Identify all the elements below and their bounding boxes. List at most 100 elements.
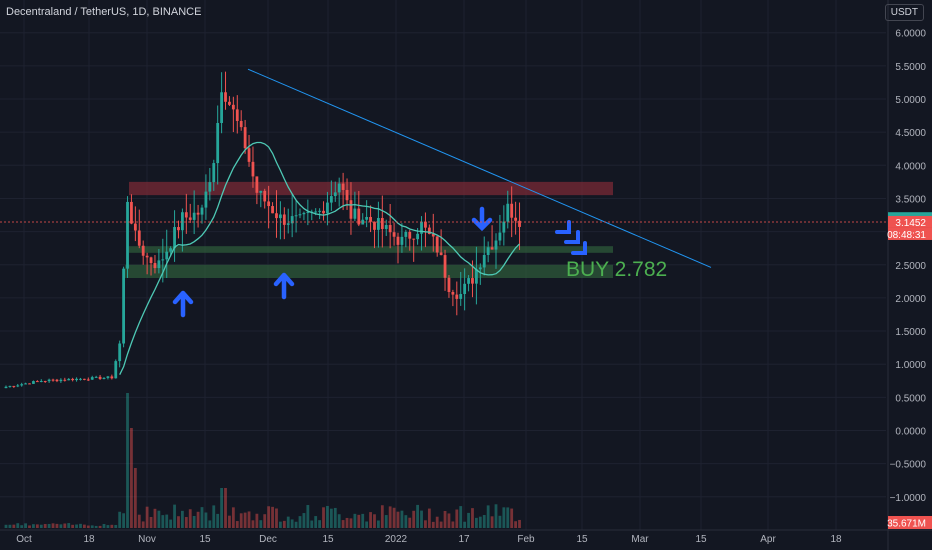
volume-bar xyxy=(353,513,357,528)
candle-body xyxy=(361,219,365,225)
volume-bar xyxy=(184,517,188,528)
volume-bar xyxy=(165,514,169,528)
volume-bar xyxy=(126,393,129,528)
candle-body xyxy=(16,385,20,387)
candle-body xyxy=(400,236,404,245)
volume-bar xyxy=(177,516,180,528)
volume-bar xyxy=(459,506,463,528)
candle-body xyxy=(298,214,302,216)
x-tick-label: 15 xyxy=(576,534,588,545)
volume-bar xyxy=(94,525,98,528)
volume-bar xyxy=(361,513,365,528)
volume-bar xyxy=(67,523,71,528)
volume-bar xyxy=(133,468,137,528)
x-tick-label: Nov xyxy=(138,534,156,545)
volume-bar xyxy=(16,523,20,528)
candle-body xyxy=(279,214,282,219)
y-axis-panel xyxy=(888,0,932,550)
candle-body xyxy=(263,190,267,202)
volume-bar xyxy=(443,511,447,528)
candle-body xyxy=(306,211,310,213)
candle-body xyxy=(184,212,188,218)
candle-body xyxy=(28,383,31,385)
volume-bar xyxy=(482,515,486,528)
candle-body xyxy=(447,277,451,293)
candle-body xyxy=(243,127,247,149)
buy-annotation: BUY 2.782 xyxy=(566,258,667,281)
y-tick-label: 5.5000 xyxy=(895,62,926,73)
volume-bar xyxy=(161,515,165,528)
countdown-tag-bg xyxy=(888,227,932,240)
volume-bar xyxy=(51,523,55,528)
volume-bar xyxy=(424,520,427,528)
candle-body xyxy=(416,233,419,240)
volume-bar xyxy=(318,520,321,528)
volume-bar xyxy=(427,508,431,528)
volume-bar xyxy=(373,514,376,528)
volume-bar xyxy=(341,520,345,528)
y-tick-label: 4.0000 xyxy=(895,161,926,172)
x-tick-label: 15 xyxy=(695,534,707,545)
volume-bar xyxy=(255,513,259,528)
y-tick-label: 4.5000 xyxy=(895,128,926,139)
candle-body xyxy=(24,383,27,385)
volume-bar xyxy=(490,516,494,528)
candle-body xyxy=(439,252,443,256)
candle-body xyxy=(408,231,412,239)
candle-body xyxy=(43,381,47,383)
volume-tag-bg xyxy=(888,516,932,529)
candle-body xyxy=(51,379,55,381)
volume-bar xyxy=(271,506,274,528)
candle-body xyxy=(231,104,235,110)
volume-bar xyxy=(153,508,157,528)
volume-bar xyxy=(326,505,329,528)
currency-button[interactable]: USDT xyxy=(884,4,924,21)
candle-body xyxy=(228,101,231,105)
candle-body xyxy=(404,231,408,237)
candle-body xyxy=(267,201,271,207)
candle-body xyxy=(239,120,243,128)
candle-body xyxy=(67,378,71,381)
x-tick-label: 17 xyxy=(458,534,470,545)
volume-bar xyxy=(263,514,267,528)
candle-body xyxy=(173,227,176,249)
volume-bar xyxy=(345,517,349,528)
volume-bar xyxy=(435,516,439,528)
volume-bar xyxy=(204,512,208,528)
volume-bar xyxy=(212,505,216,528)
volume-bar xyxy=(357,514,361,528)
candle-body xyxy=(435,236,439,253)
volume-bar xyxy=(173,504,176,528)
volume-bar xyxy=(486,505,490,528)
volume-bar xyxy=(365,521,369,528)
candle-body xyxy=(216,122,220,164)
volume-bar xyxy=(243,512,247,528)
volume-bar xyxy=(39,524,43,528)
volume-bar xyxy=(86,525,90,528)
trendline[interactable] xyxy=(247,68,712,268)
volume-bar xyxy=(455,509,459,528)
candle-body xyxy=(114,361,118,379)
volume-bar xyxy=(420,510,423,528)
y-tick-label: 1.0000 xyxy=(895,360,926,371)
support-zone-upper xyxy=(129,246,613,253)
volume-bar xyxy=(404,515,408,528)
candle-body xyxy=(130,201,133,224)
candle-body xyxy=(427,227,431,235)
candles[interactable] xyxy=(4,71,521,389)
volume-bar xyxy=(106,525,110,528)
x-tick-label: Mar xyxy=(631,534,649,545)
x-tick-label: Apr xyxy=(760,534,776,545)
candle-body xyxy=(282,214,286,225)
candle-body xyxy=(110,376,114,379)
candle-body xyxy=(157,260,161,269)
volume-bar xyxy=(114,524,118,528)
candle-body xyxy=(333,192,337,197)
candle-body xyxy=(349,200,353,219)
x-tick-label: 2022 xyxy=(385,534,408,545)
y-tick-label: 0.0000 xyxy=(895,427,926,438)
volume-bar xyxy=(302,513,306,528)
volume-bar xyxy=(518,519,521,528)
